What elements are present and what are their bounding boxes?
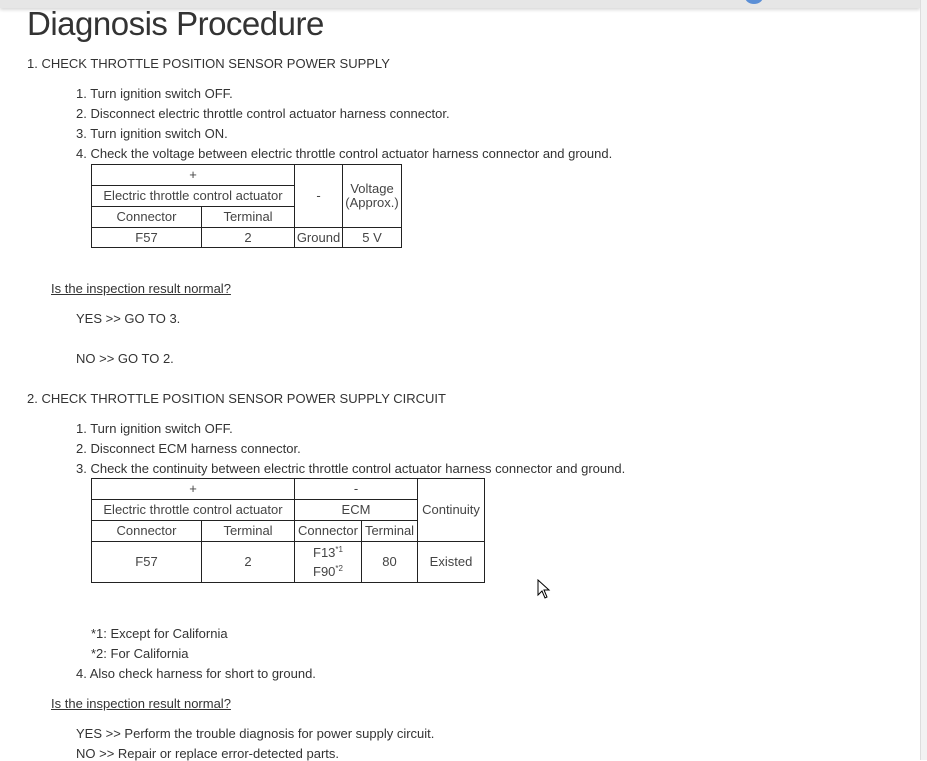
cell: 5 V [342,227,402,248]
no-result: NO >> GO TO 2. [76,351,174,366]
cell: F57 [91,227,202,248]
terminal-header: Terminal [201,520,295,542]
terminal-header: Terminal [201,206,295,228]
voltage-table: + - Voltage (Approx.) Electric throttle co… [91,164,402,248]
ecm-connector-header: Connector [294,520,362,542]
mouse-cursor-icon [537,579,551,599]
step: 1. Turn ignition switch OFF. [76,421,233,436]
footnote: *2: For California [91,646,189,661]
connector-header: Connector [91,520,202,542]
ecm-terminal-header: Terminal [361,520,418,542]
cell: Ground [294,227,343,248]
footnote: *1: Except for California [91,626,228,641]
browser-top-bar [0,0,920,8]
component-header: Electric throttle control actuator [91,499,295,521]
component-header: Electric throttle control actuator [91,185,295,207]
voltage-header: Voltage (Approx.) [342,164,402,228]
step: 3. Check the continuity between electric… [76,461,626,476]
cell: 2 [201,541,295,583]
yes-result: YES >> Perform the trouble diagnosis for… [76,726,435,741]
step: 4. Also check harness for short to groun… [76,666,316,681]
ecm-connector-cell: F13*1 F90*2 [294,541,362,583]
cell: 80 [361,541,418,583]
page-title: Diagnosis Procedure [27,5,324,42]
plus-header: + [91,478,295,500]
connector-header: Connector [91,206,202,228]
yes-result: YES >> GO TO 3. [76,311,181,326]
plus-header: + [91,164,295,186]
section-2-heading: 2. CHECK THROTTLE POSITION SENSOR POWER … [27,391,446,406]
continuity-table: + - Continuity Electric throttle control a… [91,478,485,583]
section-1-heading: 1. CHECK THROTTLE POSITION SENSOR POWER … [27,56,390,71]
inspection-question: Is the inspection result normal? [51,281,231,296]
step: 4. Check the voltage between electric th… [76,146,613,161]
no-result: NO >> Repair or replace error-detected p… [76,746,340,761]
minus-header: - [294,164,343,228]
ecm-header: ECM [294,499,418,521]
continuity-header: Continuity [417,478,485,542]
step: 3. Turn ignition switch ON. [76,126,228,141]
cell: Existed [417,541,485,583]
step: 2. Disconnect ECM harness connector. [76,441,301,456]
cell: F57 [91,541,202,583]
status-dot-icon [745,0,763,4]
step: 1. Turn ignition switch OFF. [76,86,233,101]
cell: 2 [201,227,295,248]
scrollbar[interactable] [920,0,927,760]
inspection-question: Is the inspection result normal? [51,696,231,711]
minus-header: - [294,478,418,500]
step: 2. Disconnect electric throttle control … [76,106,450,121]
